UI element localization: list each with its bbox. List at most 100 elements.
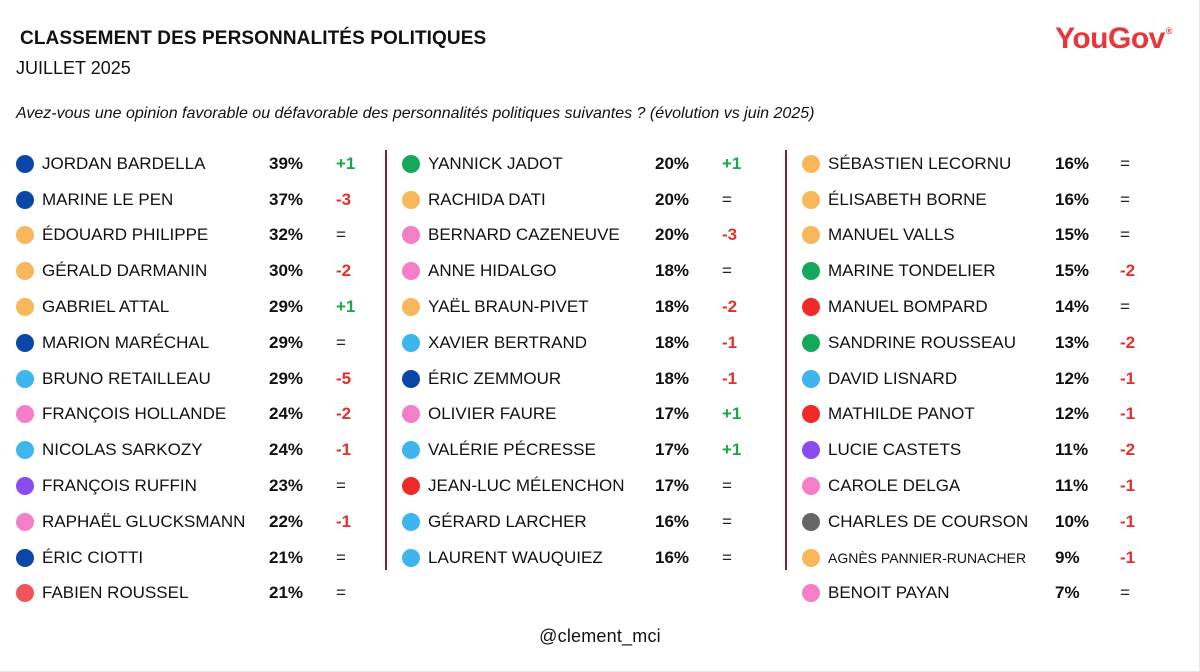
favorable-percentage: 29% xyxy=(269,297,304,317)
party-color-dot-icon xyxy=(802,477,820,496)
favorable-percentage: 20% xyxy=(655,153,690,173)
registered-mark-icon: ® xyxy=(1165,26,1173,36)
evolution-value: = xyxy=(1120,297,1130,317)
favorable-percentage: 17% xyxy=(655,476,690,496)
evolution-value: = xyxy=(336,225,346,245)
party-color-dot-icon xyxy=(802,441,820,460)
favorable-percentage: 13% xyxy=(1055,332,1090,352)
table-row: YANNICK JADOT 20% +1 xyxy=(402,146,741,182)
table-row: BERNARD CAZENEUVE 20% -3 xyxy=(402,218,737,254)
evolution-value: -1 xyxy=(336,511,352,531)
table-row: ÉRIC ZEMMOUR 18% -1 xyxy=(402,361,737,397)
favorable-percentage: 18% xyxy=(655,297,690,317)
favorable-percentage: 16% xyxy=(1055,189,1090,209)
favorable-percentage: 15% xyxy=(1055,261,1090,281)
politician-name: ÉLISABETH BORNE xyxy=(828,189,987,209)
party-color-dot-icon xyxy=(402,154,420,173)
politician-name: YANNICK JADOT xyxy=(428,153,563,173)
evolution-value: = xyxy=(336,547,346,567)
footer-credit: @clement_mci xyxy=(539,626,661,646)
politician-name: CAROLE DELGA xyxy=(828,476,961,496)
page-title: CLASSEMENT DES PERSONNALITÉS POLITIQUES xyxy=(20,28,487,49)
yougov-logo: YouGov® xyxy=(1055,22,1172,56)
evolution-value: +1 xyxy=(336,297,356,317)
favorable-percentage: 20% xyxy=(655,189,690,209)
evolution-value: -1 xyxy=(1120,547,1136,567)
party-color-dot-icon xyxy=(16,154,34,173)
table-row: ANNE HIDALGO 18% = xyxy=(402,253,732,289)
party-color-dot-icon xyxy=(802,226,820,245)
table-row: MANUEL BOMPARD 14% = xyxy=(802,289,1130,325)
politician-name: MANUEL VALLS xyxy=(828,225,955,245)
politician-name: CHARLES DE COURSON xyxy=(828,511,1029,531)
politician-name: LAURENT WAUQUIEZ xyxy=(428,547,603,567)
evolution-value: -1 xyxy=(1120,476,1136,496)
politician-name: LUCIE CASTETS xyxy=(828,440,962,460)
evolution-value: -1 xyxy=(722,368,738,388)
evolution-value: = xyxy=(1120,225,1130,245)
party-color-dot-icon xyxy=(402,262,420,281)
table-row: SANDRINE ROUSSEAU 13% -2 xyxy=(802,325,1135,361)
party-color-dot-icon xyxy=(402,548,420,567)
evolution-value: = xyxy=(1120,189,1130,209)
table-row: DAVID LISNARD 12% -1 xyxy=(802,361,1135,397)
column-separator xyxy=(385,150,387,570)
page-subtitle: JUILLET 2025 xyxy=(16,58,131,78)
favorable-percentage: 12% xyxy=(1055,404,1090,424)
favorable-percentage: 24% xyxy=(269,440,304,460)
table-row: GABRIEL ATTAL 29% +1 xyxy=(16,289,355,325)
favorable-percentage: 37% xyxy=(269,189,304,209)
favorable-percentage: 22% xyxy=(269,511,304,531)
politician-name: BERNARD CAZENEUVE xyxy=(428,225,620,245)
table-row: MATHILDE PANOT 12% -1 xyxy=(802,397,1135,433)
favorable-percentage: 17% xyxy=(655,440,690,460)
party-color-dot-icon xyxy=(402,298,420,317)
party-color-dot-icon xyxy=(16,477,34,496)
table-row: GÉRARD LARCHER 16% = xyxy=(402,504,732,540)
evolution-value: -2 xyxy=(336,404,352,424)
evolution-value: = xyxy=(722,511,732,531)
politician-name: DAVID LISNARD xyxy=(828,368,958,388)
ranking-column-2: YANNICK JADOT 20% +1 RACHIDA DATI 20% = BERNAR… xyxy=(402,146,741,576)
favorable-percentage: 23% xyxy=(269,476,304,496)
politician-name: ÉRIC CIOTTI xyxy=(42,547,144,567)
table-row: JORDAN BARDELLA 39% +1 xyxy=(16,146,355,182)
evolution-value: -2 xyxy=(1120,332,1136,352)
evolution-value: = xyxy=(722,261,732,281)
favorable-percentage: 10% xyxy=(1055,511,1090,531)
evolution-value: = xyxy=(722,547,732,567)
table-row: FABIEN ROUSSEL 21% = xyxy=(16,576,346,612)
politician-name: ÉRIC ZEMMOUR xyxy=(428,368,562,388)
table-row: YAËL BRAUN-PIVET 18% -2 xyxy=(402,289,737,325)
evolution-value: -2 xyxy=(1120,261,1136,281)
evolution-value: -1 xyxy=(722,332,738,352)
politician-name: ÉDOUARD PHILIPPE xyxy=(42,225,209,245)
evolution-value: -2 xyxy=(336,261,352,281)
politician-name: SÉBASTIEN LECORNU xyxy=(828,153,1012,173)
evolution-value: -2 xyxy=(722,297,738,317)
evolution-value: +1 xyxy=(722,153,742,173)
table-row: LAURENT WAUQUIEZ 16% = xyxy=(402,540,732,576)
evolution-value: -1 xyxy=(1120,511,1136,531)
politician-name: FRANÇOIS RUFFIN xyxy=(42,476,197,496)
party-color-dot-icon xyxy=(402,190,420,209)
table-row: BRUNO RETAILLEAU 29% -5 xyxy=(16,361,351,397)
evolution-value: +1 xyxy=(722,440,742,460)
table-row: ÉDOUARD PHILIPPE 32% = xyxy=(16,218,346,254)
evolution-value: = xyxy=(336,583,346,603)
party-color-dot-icon xyxy=(16,548,34,567)
favorable-percentage: 29% xyxy=(269,368,304,388)
favorable-percentage: 20% xyxy=(655,225,690,245)
favorable-percentage: 15% xyxy=(1055,225,1090,245)
evolution-value: -3 xyxy=(722,225,738,245)
evolution-value: +1 xyxy=(722,404,742,424)
favorable-percentage: 29% xyxy=(269,332,304,352)
column-separator xyxy=(785,150,787,570)
evolution-value: -1 xyxy=(1120,404,1136,424)
favorable-percentage: 11% xyxy=(1055,440,1089,460)
favorable-percentage: 21% xyxy=(269,547,304,567)
party-color-dot-icon xyxy=(802,405,820,424)
evolution-value: -1 xyxy=(336,440,352,460)
politician-name: XAVIER BERTRAND xyxy=(428,332,588,352)
table-row: MARION MARÉCHAL 29% = xyxy=(16,325,346,361)
